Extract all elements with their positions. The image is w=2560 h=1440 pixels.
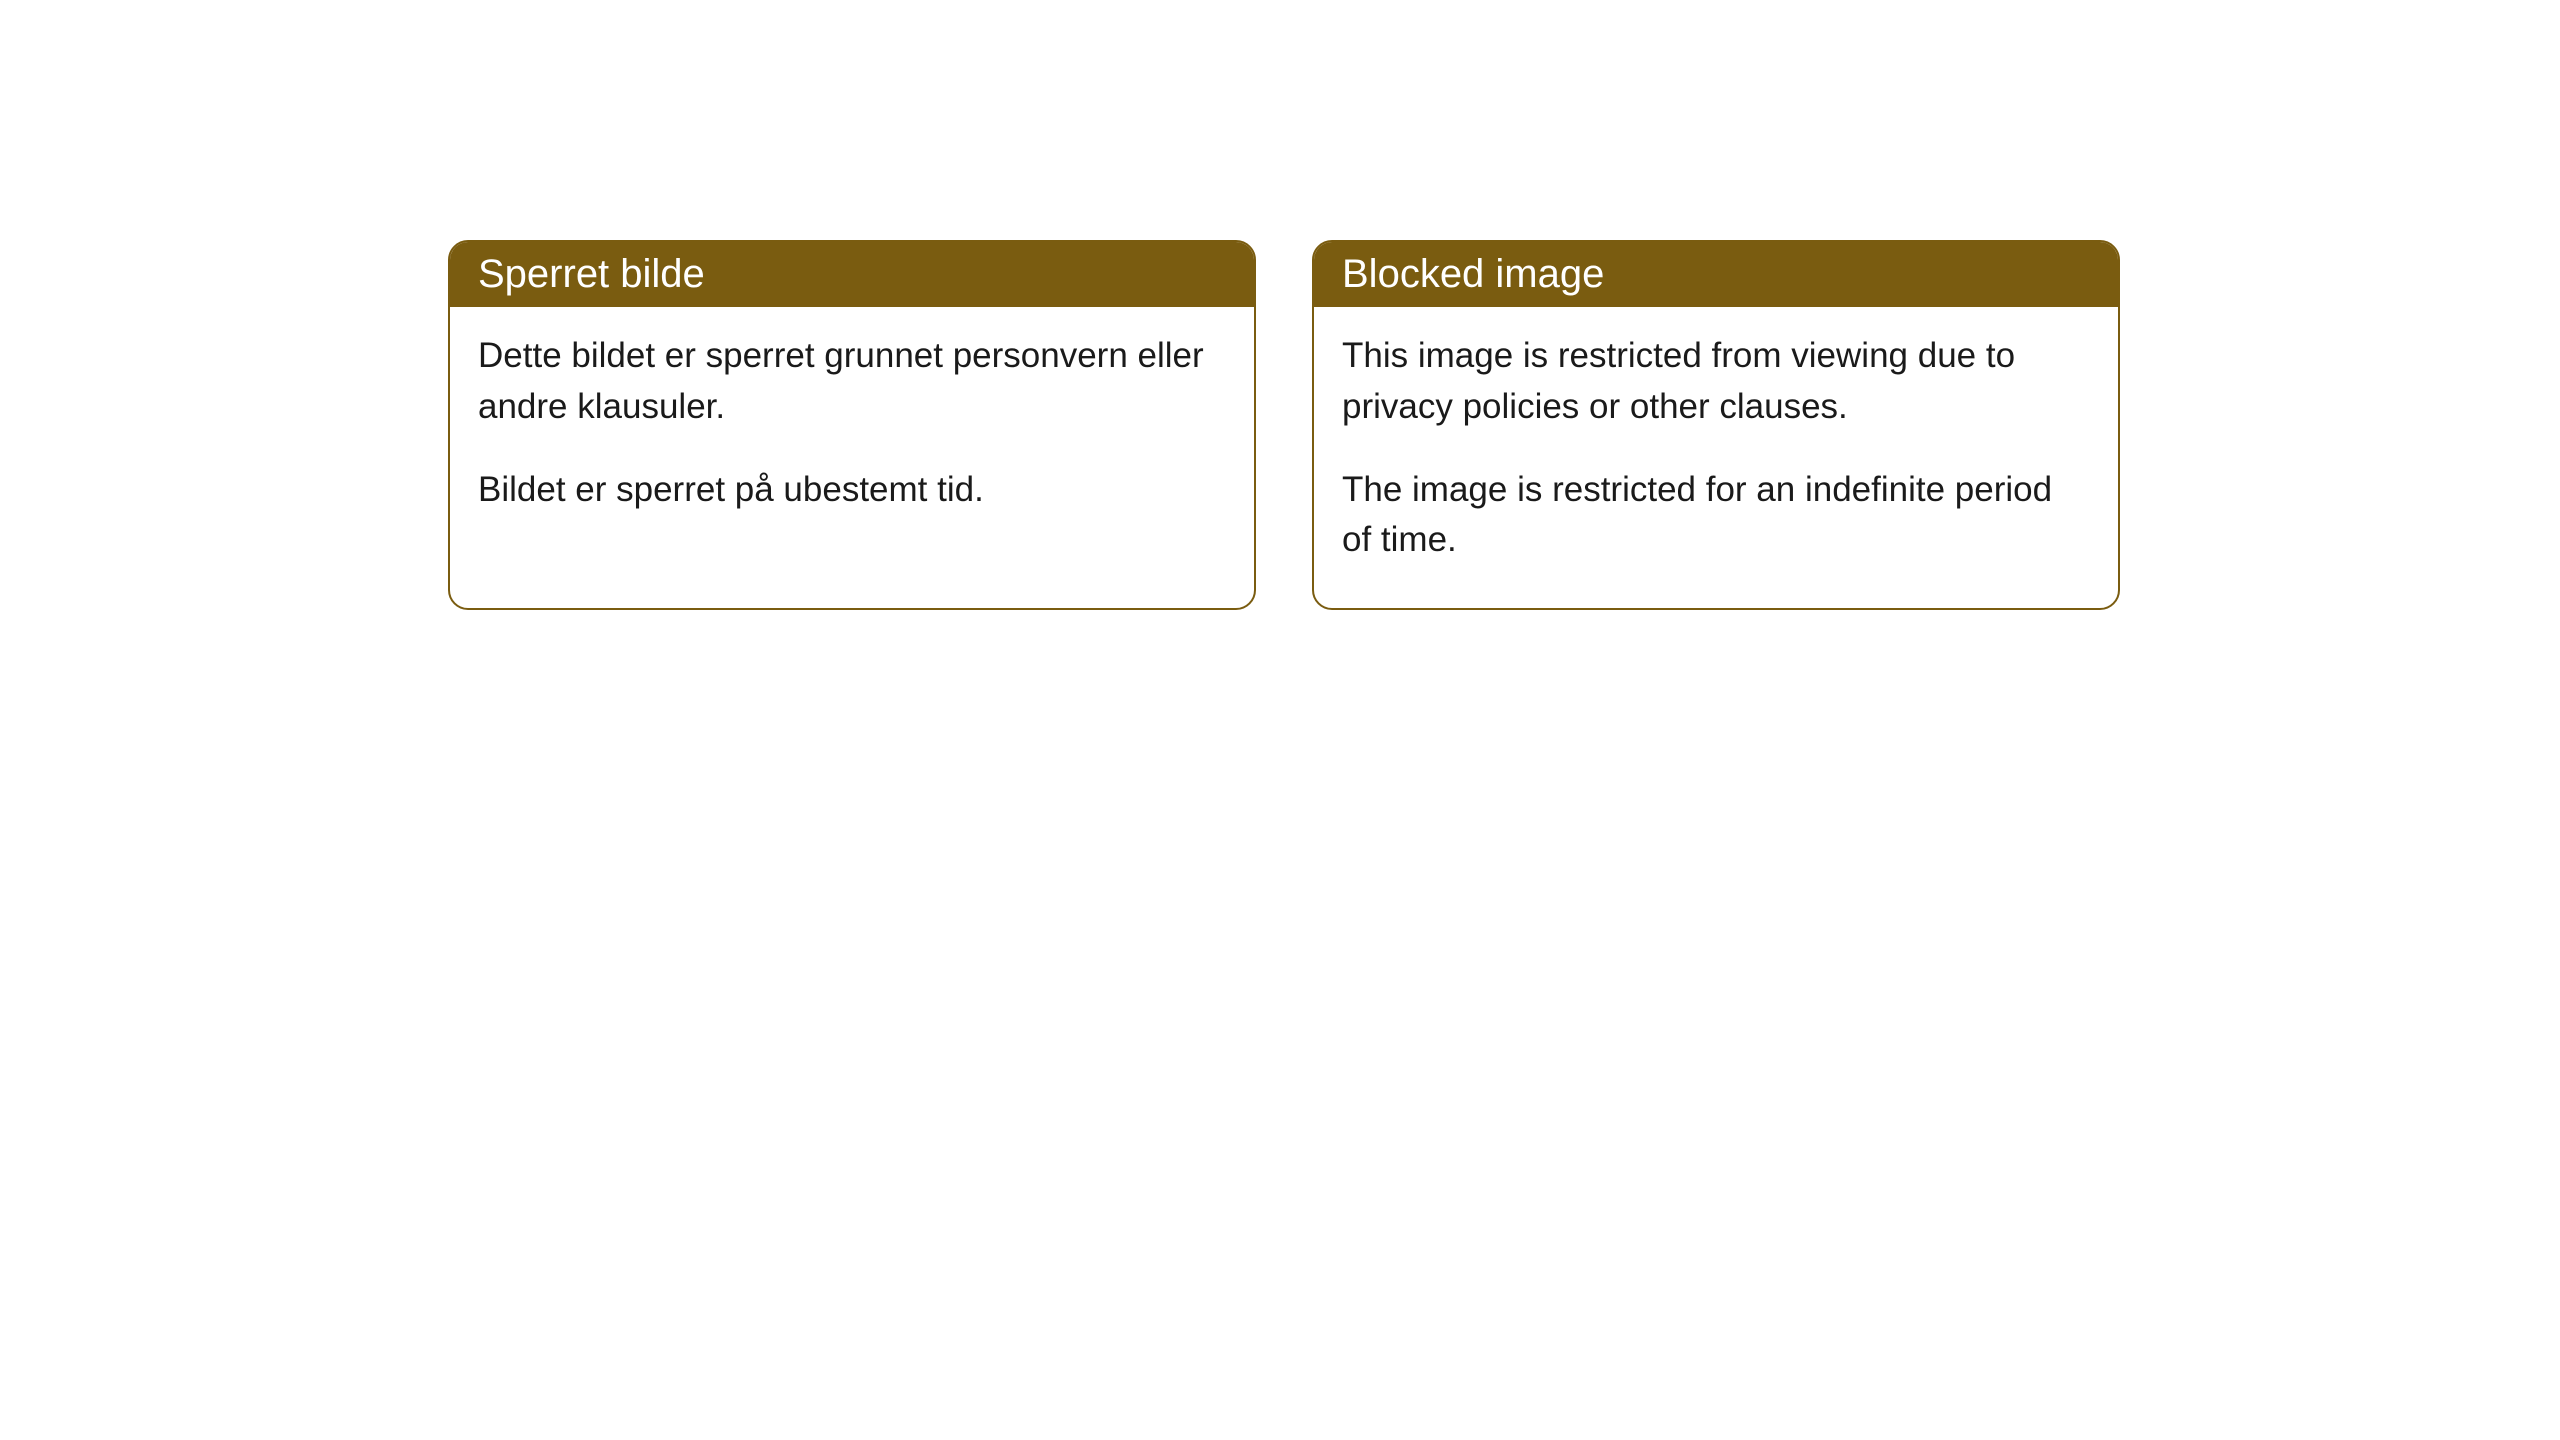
notice-card-english: Blocked image This image is restricted f… — [1312, 240, 2120, 610]
notice-paragraph-1: This image is restricted from viewing du… — [1342, 331, 2090, 433]
notice-paragraph-1: Dette bildet er sperret grunnet personve… — [478, 331, 1226, 433]
notice-paragraph-2: The image is restricted for an indefinit… — [1342, 465, 2090, 567]
notice-title-english: Blocked image — [1314, 242, 2118, 307]
notice-title-norwegian: Sperret bilde — [450, 242, 1254, 307]
notice-paragraph-2: Bildet er sperret på ubestemt tid. — [478, 465, 1226, 516]
notice-body-norwegian: Dette bildet er sperret grunnet personve… — [450, 307, 1254, 557]
notice-card-norwegian: Sperret bilde Dette bildet er sperret gr… — [448, 240, 1256, 610]
notice-body-english: This image is restricted from viewing du… — [1314, 307, 2118, 608]
notice-container: Sperret bilde Dette bildet er sperret gr… — [448, 240, 2120, 610]
